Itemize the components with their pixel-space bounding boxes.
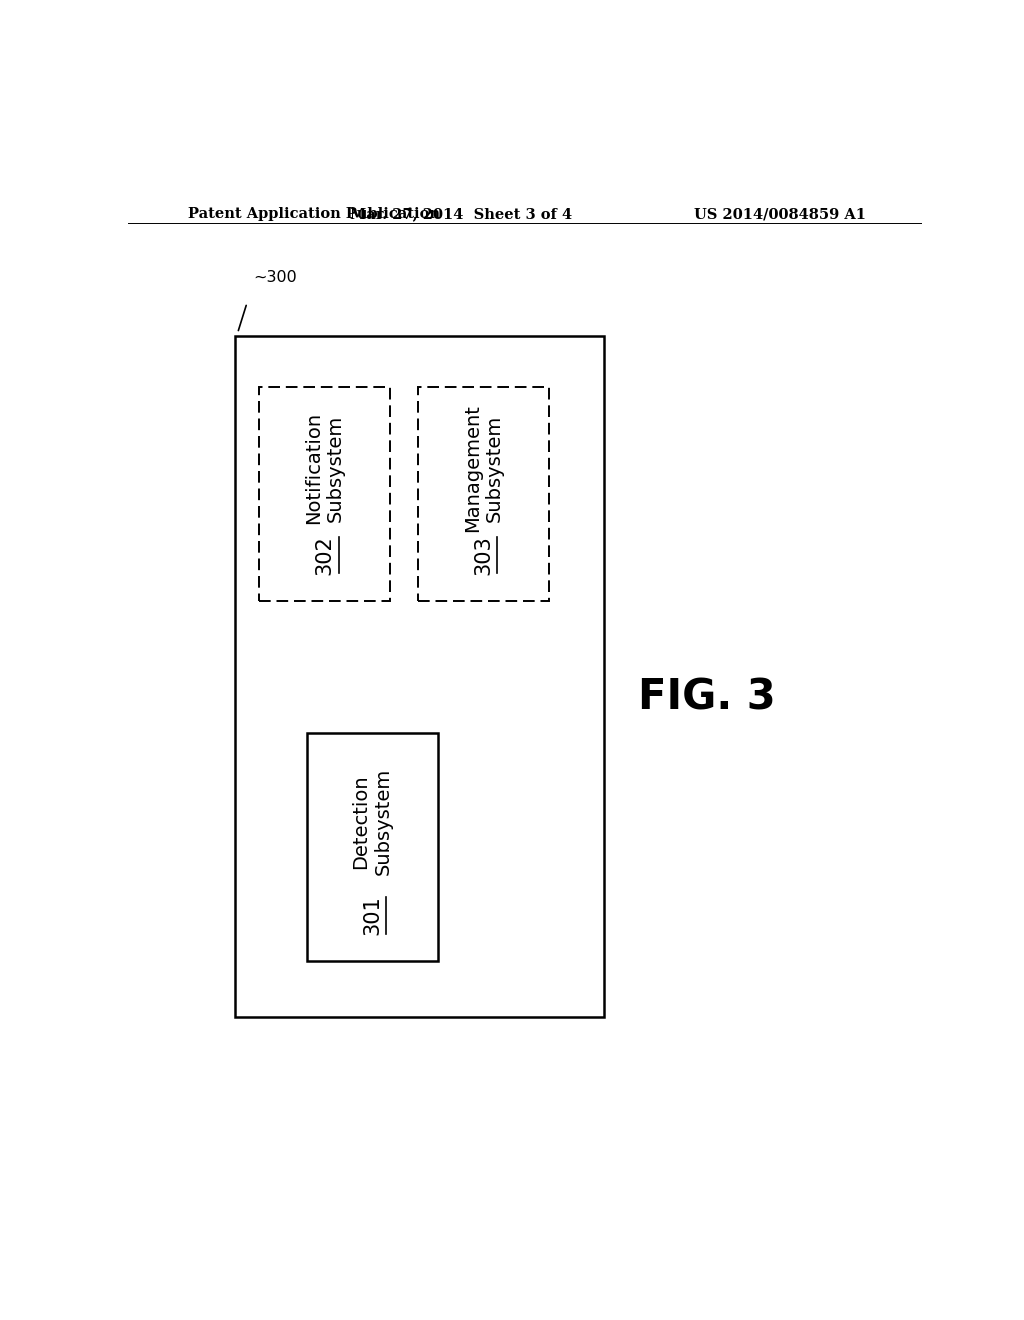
Text: Management
Subsystem: Management Subsystem — [463, 404, 504, 532]
Bar — [259, 387, 390, 601]
Text: Mar. 27, 2014  Sheet 3 of 4: Mar. 27, 2014 Sheet 3 of 4 — [350, 207, 572, 222]
Text: Patent Application Publication: Patent Application Publication — [187, 207, 439, 222]
Text: US 2014/0084859 A1: US 2014/0084859 A1 — [694, 207, 866, 222]
Text: Notification
Subsystem: Notification Subsystem — [304, 412, 345, 524]
Text: 301: 301 — [362, 896, 382, 936]
Bar — [236, 337, 604, 1018]
Text: FIG. 3: FIG. 3 — [638, 676, 776, 718]
Text: Detection
Subsystem: Detection Subsystem — [351, 768, 392, 875]
Bar — [306, 733, 437, 961]
Bar — [418, 387, 549, 601]
Text: 302: 302 — [314, 535, 335, 574]
Text: ~300: ~300 — [253, 271, 297, 285]
Text: 303: 303 — [473, 535, 494, 574]
